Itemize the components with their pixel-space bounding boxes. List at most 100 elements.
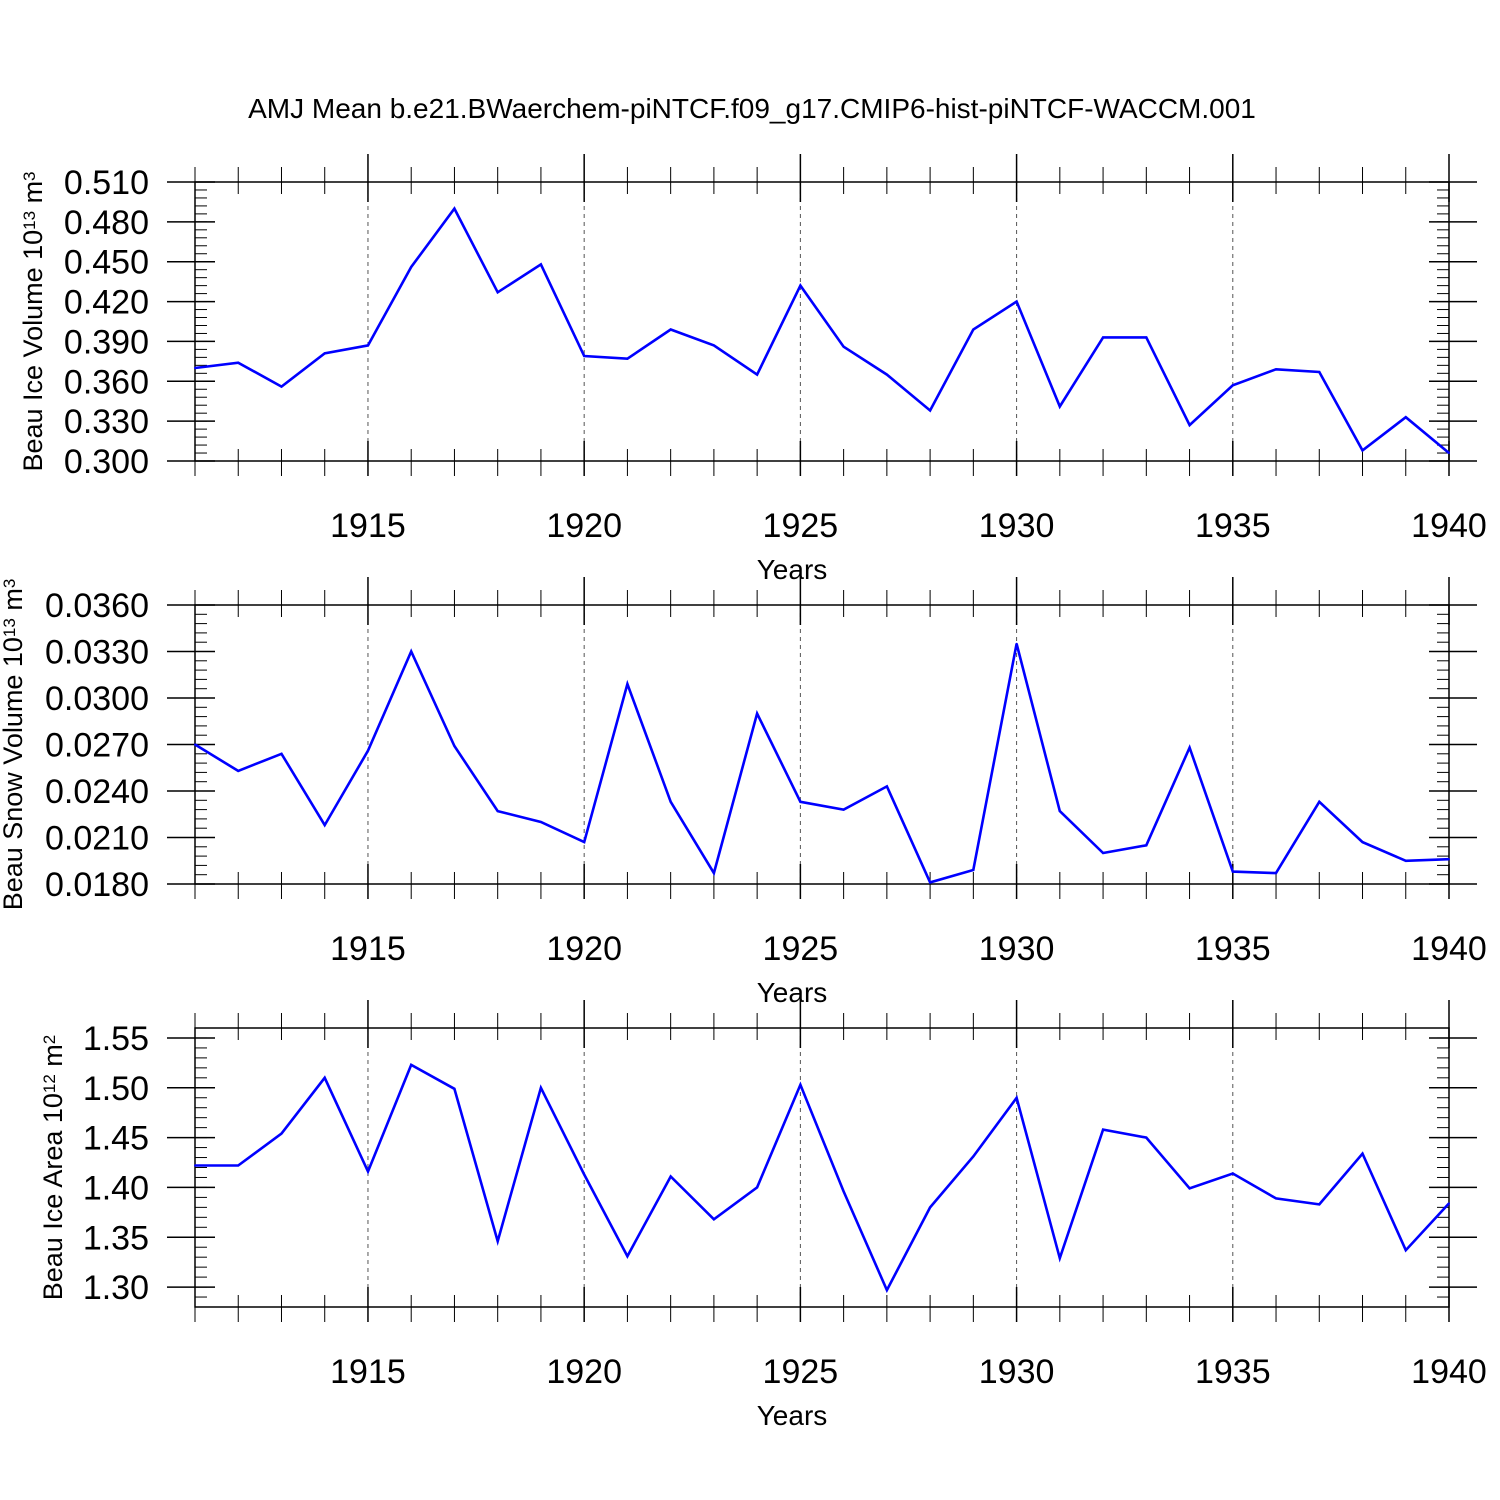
data-point [496,1240,499,1243]
data-point [929,1206,932,1209]
y-label-text: m [38,1044,68,1074]
y-tick-label: 0.450 [64,244,149,282]
x-axis-label: Years [757,1400,828,1431]
y-label-superscript: 3 [0,579,19,588]
x-tick-label: 1940 [1411,507,1487,545]
data-point [1145,1136,1148,1139]
data-point [799,284,802,287]
data-point [669,1175,672,1178]
data-point [323,824,326,827]
data-point [453,1087,456,1090]
y-label-text: Beau Ice Area 10 [38,1093,68,1300]
data-point [1275,1197,1278,1200]
x-tick-label: 1935 [1195,507,1271,545]
data-point [539,821,542,823]
data-point [1318,1203,1321,1206]
panel-1: 0.3000.3300.3600.3900.4200.4500.4800.510… [18,154,1487,585]
data-point [929,881,932,884]
y-label-superscript: 3 [20,171,39,180]
data-point [194,743,196,746]
data-point [1404,1249,1407,1252]
x-tick-label: 1925 [763,930,839,968]
data-point [1188,1187,1191,1190]
y-tick-label: 0.330 [64,403,149,441]
data-point [237,1164,240,1167]
y-tick-label: 1.45 [83,1120,149,1158]
panel-3: 1.30 1.35 1.40 1.45 1.50 1.55 1915 1920 1925 1930… [38,1000,1487,1431]
data-point [366,749,369,752]
data-point [1058,405,1061,408]
data-point [1188,424,1191,427]
data-point [842,808,845,811]
y-tick-label: 1.40 [83,1169,149,1207]
data-point [1015,300,1018,303]
data-point [1102,336,1105,339]
data-point [410,266,413,269]
chart-title: AMJ Mean b.e21.BWaerchem-piNTCF.f09_g17.… [248,93,1256,124]
data-point [1361,1152,1364,1155]
data-point [669,800,672,803]
data-point [410,650,413,653]
data-point [885,785,888,788]
y-tick-label: 0.480 [64,204,149,242]
data-point [1145,844,1148,847]
data-point [1275,368,1278,371]
data-point [972,328,975,331]
y-tick-label: 0.0240 [45,773,149,811]
y-tick-label: 0.0180 [45,866,149,904]
y-tick-label: 1.30 [83,1269,149,1307]
y-tick-label: 0.0270 [45,727,149,765]
plot-frame [194,181,1450,462]
data-point [799,800,802,803]
data-point [756,373,759,376]
y-label-text: m [0,588,28,618]
data-point [366,1170,369,1173]
y-tick-label: 1.35 [83,1219,149,1257]
y-tick-label: 0.510 [64,164,149,202]
y-label-superscript: 12 [40,1074,59,1093]
series-line-1 [195,1063,1450,1294]
data-point [1404,859,1407,862]
data-point [1231,1172,1234,1175]
y-label-text: m [18,181,48,211]
y-axis-label: Beau Snow Volume 1013 m3 [0,579,28,911]
y-label-text: Beau Snow Volume 10 [0,637,28,910]
data-point [885,1289,888,1292]
data-point [756,712,759,715]
data-point [1058,1257,1061,1260]
data-point [237,361,240,364]
data-point [583,355,586,358]
x-tick-label: 1940 [1411,1353,1487,1391]
data-point [583,841,586,844]
series-line-1 [194,206,1450,455]
data-point [1318,370,1321,373]
y-tick-label: 1.50 [83,1070,149,1108]
data-point [194,1164,196,1167]
x-tick-label: 1930 [979,930,1055,968]
data-point [1231,870,1234,873]
data-point [799,1083,802,1086]
data-point [842,345,845,348]
x-axis-label: Years [757,554,828,585]
x-tick-label: 1925 [763,1353,839,1391]
x-tick-label: 1920 [546,1353,622,1391]
data-point [1275,872,1278,875]
data-point [1448,1202,1450,1205]
y-axis-label: Beau Ice Volume 1013 m3 [18,171,48,471]
data-point [1015,1096,1018,1099]
data-point [669,328,672,331]
series-line-1 [194,643,1450,884]
x-tick-label: 1930 [979,507,1055,545]
data-point [366,344,369,347]
data-point [885,373,888,376]
x-axis-label: Years [757,977,828,1008]
data-point [583,1173,586,1176]
data-point [1102,852,1105,854]
data-point [539,1086,542,1089]
data-point [626,683,629,686]
y-tick-label: 0.360 [64,363,149,401]
data-point [1188,746,1191,749]
data-point [323,1076,326,1079]
data-point [712,1218,715,1221]
